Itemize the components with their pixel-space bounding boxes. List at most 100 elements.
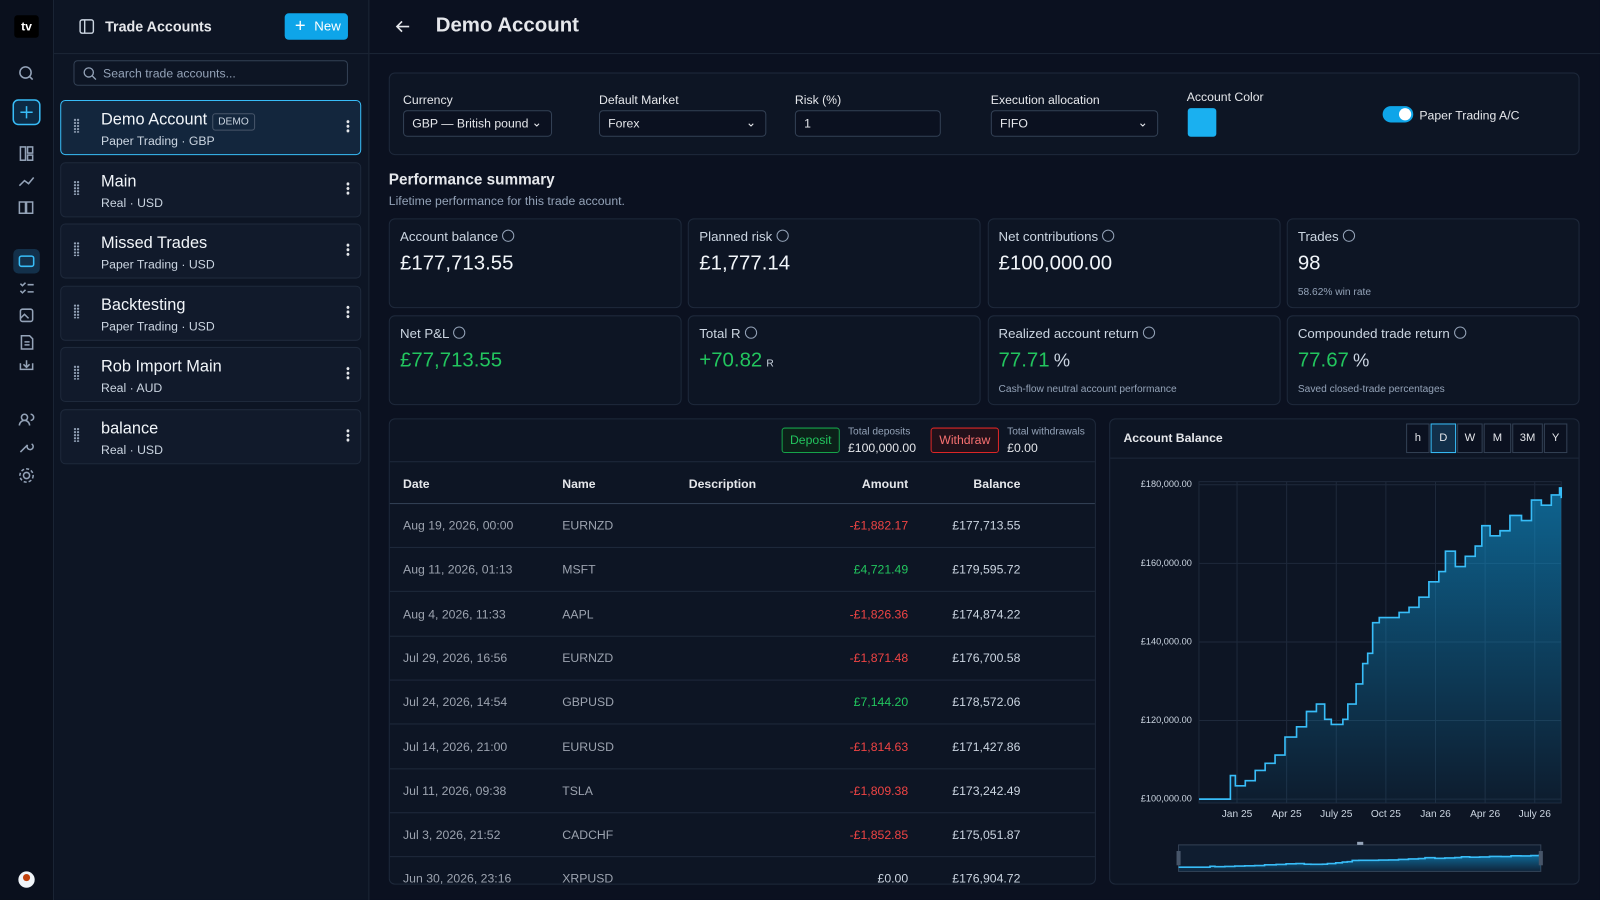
- stat-card: Account balance £177,713.55: [388, 218, 682, 309]
- range-button[interactable]: Y: [1543, 423, 1568, 454]
- execution-select[interactable]: FIFO ⌄: [990, 110, 1159, 137]
- stat-value: 77.71%: [999, 349, 1071, 372]
- navigator-area: [1178, 855, 1541, 872]
- drag-handle[interactable]: [73, 427, 80, 442]
- deposit-button[interactable]: Deposit: [781, 427, 840, 454]
- drag-handle[interactable]: [73, 180, 80, 195]
- stat-label: Planned risk: [699, 228, 773, 244]
- panel-title: Trade Accounts: [105, 18, 212, 35]
- stat-label: Compounded trade return: [1297, 325, 1450, 341]
- rail-icons: [12, 66, 41, 888]
- cell-balance: £175,051.87: [952, 827, 1021, 842]
- account-card[interactable]: balance Real · USD: [60, 408, 362, 464]
- kebab-menu[interactable]: [345, 181, 350, 196]
- select-value: GBP — British pound: [412, 116, 529, 131]
- stat-label-row: Net P&L: [400, 326, 466, 341]
- transactions-panel: [388, 418, 1096, 885]
- column-header: Balance: [973, 476, 1021, 491]
- help-icon[interactable]: [1102, 229, 1115, 242]
- column-header: Description: [688, 476, 757, 491]
- withdraw-button[interactable]: Withdraw: [930, 427, 999, 454]
- column-header: Name: [562, 476, 596, 491]
- kebab-menu[interactable]: [345, 366, 350, 381]
- balance-line: [1198, 487, 1563, 800]
- cell-balance: £178,572.06: [952, 695, 1021, 710]
- row-divider: [389, 723, 1095, 725]
- account-meta: Real · USD: [101, 195, 163, 210]
- row-divider: [389, 591, 1095, 593]
- help-icon[interactable]: [1142, 326, 1155, 339]
- row-divider: [389, 856, 1095, 858]
- drag-handle[interactable]: [73, 303, 80, 318]
- help-icon[interactable]: [776, 229, 789, 242]
- icon-rail: tv: [0, 0, 55, 900]
- help-icon[interactable]: [453, 326, 466, 339]
- search-placeholder: Search trade accounts...: [103, 66, 236, 81]
- cell-balance: £176,904.72: [952, 871, 1021, 887]
- account-card[interactable]: Main Real · USD: [60, 161, 362, 217]
- range-button[interactable]: D: [1430, 423, 1457, 454]
- stat-number: +70.82: [699, 348, 763, 372]
- range-button[interactable]: h: [1406, 423, 1430, 454]
- help-icon[interactable]: [744, 326, 757, 339]
- stat-value: +70.82 R: [699, 349, 773, 372]
- kebab-menu[interactable]: [345, 242, 350, 258]
- section-title: Performance summary: [388, 171, 555, 189]
- account-card[interactable]: Rob Import Main Real · AUD: [60, 346, 362, 403]
- cell-date: Aug 19, 2026, 00:00: [403, 518, 514, 533]
- new-button[interactable]: + New: [284, 13, 348, 40]
- search-box[interactable]: Search trade accounts...: [73, 60, 348, 86]
- help-icon[interactable]: [1342, 229, 1355, 242]
- drag-handle[interactable]: [73, 118, 80, 133]
- drag-handle[interactable]: [73, 365, 80, 380]
- chevron: ⌄: [1137, 115, 1148, 130]
- account-card[interactable]: Backtesting Paper Trading · USD: [60, 285, 362, 341]
- cell-date: Jul 24, 2026, 14:54: [403, 695, 508, 710]
- settings-box: [388, 72, 1580, 156]
- logo[interactable]: tv: [14, 15, 39, 38]
- account-card[interactable]: Missed Trades Paper Trading · USD: [60, 223, 362, 279]
- account-meta: Paper Trading · USD: [101, 318, 215, 334]
- cell-balance: £171,427.86: [952, 739, 1021, 754]
- stat-label: Account balance: [399, 228, 499, 244]
- stat-value: £77,713.55: [400, 349, 502, 372]
- panel-icon[interactable]: [79, 18, 95, 34]
- cell-balance: £177,713.55: [952, 518, 1021, 533]
- divider: [389, 503, 1095, 505]
- cell-name: EURNZD: [562, 518, 614, 533]
- kebab-menu[interactable]: [345, 428, 350, 443]
- field-label: Default Market: [598, 92, 679, 108]
- risk-input[interactable]: 1: [794, 110, 941, 137]
- range-button[interactable]: M: [1483, 423, 1512, 454]
- account-card[interactable]: Demo Account DEMO Paper Trading · GBP: [60, 99, 362, 156]
- account-name: balance: [101, 419, 159, 438]
- cell-amount: -£1,871.48: [849, 650, 909, 666]
- column-header: Date: [403, 476, 430, 491]
- range-button[interactable]: W: [1457, 423, 1483, 454]
- field-label: Risk (%): [794, 92, 842, 108]
- kebab-menu[interactable]: [345, 304, 350, 319]
- toggle-knob: [1398, 108, 1412, 121]
- market-select[interactable]: Forex ⌄: [598, 110, 767, 137]
- total-label: Total deposits: [847, 426, 911, 438]
- back-arrow[interactable]: [394, 17, 412, 35]
- range-button[interactable]: 3M: [1512, 423, 1543, 454]
- color-swatch[interactable]: [1187, 108, 1217, 137]
- select-value: Forex: [608, 116, 640, 131]
- kebab-menu[interactable]: [345, 119, 350, 134]
- stat-note: Saved closed-trade percentages: [1297, 383, 1445, 395]
- paper-toggle[interactable]: [1382, 106, 1414, 123]
- cell-amount: -£1,814.63: [849, 739, 909, 754]
- currency-select[interactable]: GBP — British pound ⌄: [403, 110, 553, 137]
- chart: Account Balance £100,000.00 £120,000.00 £1…: [1110, 431, 1579, 872]
- x-tick-label: Oct 25: [1371, 809, 1401, 820]
- search-icon: [83, 67, 97, 81]
- drag-handle[interactable]: [73, 241, 80, 257]
- row-divider: [389, 767, 1095, 769]
- stat-label: Trades: [1297, 228, 1339, 244]
- stat-label-row: Trades: [1298, 229, 1355, 244]
- help-icon[interactable]: [1453, 326, 1467, 339]
- help-icon[interactable]: [502, 229, 515, 242]
- select-value: FIFO: [999, 116, 1028, 131]
